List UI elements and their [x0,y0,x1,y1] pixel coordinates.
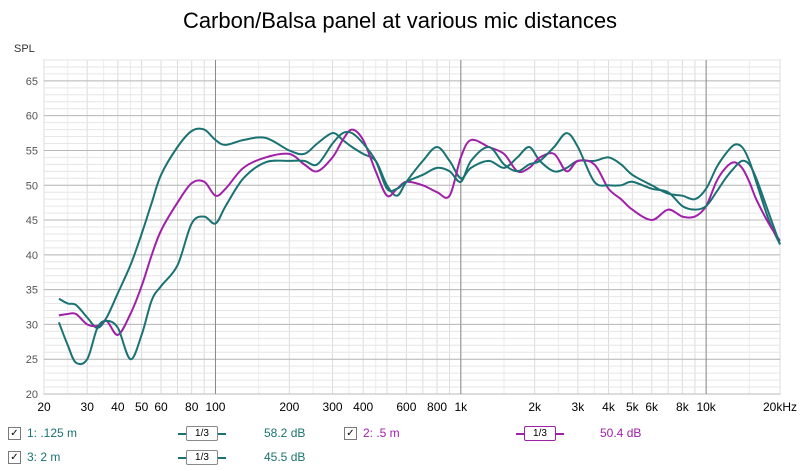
x-tick-label: 600 [396,400,416,414]
y-tick-label: 20 [26,389,38,401]
x-tick-label: 3k [572,400,586,414]
x-tick-label: 60 [154,400,168,414]
y-tick-label: 60 [26,111,38,123]
x-tick-label: 200 [279,400,299,414]
smoothing-button-2[interactable]: 1/3 [524,426,556,441]
legend-line-stub-3a [178,457,186,459]
x-tick-label: 4k [602,400,616,414]
x-tick-label: 1k [454,400,468,414]
x-tick-label: 5k [626,400,640,414]
x-tick-label: 100 [205,400,225,414]
legend-line-stub-2a [516,433,524,435]
legend-checkbox-3[interactable]: ✓ [8,451,21,464]
series-lines [57,127,781,366]
x-tick-label: 20kHz [763,400,797,414]
legend-checkbox-2[interactable]: ✓ [344,427,357,440]
legend-value-1: 58.2 dB [264,426,306,440]
legend-checkbox-1[interactable]: ✓ [8,427,21,440]
y-tick-label: 30 [26,319,38,331]
x-tick-label: 10k [696,400,716,414]
y-axis-label: SPL [14,43,35,55]
y-tick-label: 55 [26,145,38,157]
series-line-3 [57,130,781,366]
legend-line-stub-2b [556,433,564,435]
legend-item-1: ✓ 1: .125 m 1/3 58.2 dB [6,426,386,442]
x-tick-label: 8k [676,400,690,414]
y-tick-labels: 20 25 30 35 40 45 50 55 60 65 [26,76,38,401]
legend-item-2: ✓ 2: .5 m 1/3 50.4 dB [342,426,662,442]
y-tick-label: 65 [26,76,38,88]
x-tick-label: 300 [323,400,343,414]
smoothing-button-3[interactable]: 1/3 [186,450,218,465]
series-line-1 [58,127,781,329]
y-tick-label: 25 [26,354,38,366]
series-line-2 [58,128,781,336]
chart-title: Carbon/Balsa panel at various mic distan… [182,8,618,33]
legend-item-3: ✓ 3: 2 m 1/3 45.5 dB [6,450,386,466]
x-tick-label: 30 [81,400,95,414]
legend-label-3: 3: 2 m [27,450,61,464]
legend-label-1: 1: .125 m [27,426,78,440]
y-tick-label: 45 [26,215,38,227]
x-tick-label: 6k [645,400,659,414]
legend-line-stub-1a [178,433,186,435]
major-gridlines [44,60,780,395]
y-tick-label: 35 [26,285,38,297]
x-tick-label: 40 [111,400,125,414]
y-tick-label: 50 [26,180,38,192]
legend-line-stub-1b [218,433,226,435]
x-tick-label: 80 [185,400,199,414]
x-tick-label: 2k [528,400,542,414]
y-tick-label: 40 [26,250,38,262]
legend-value-2: 50.4 dB [600,426,642,440]
legend-label-2: 2: .5 m [363,426,400,440]
legend-line-stub-3b [218,457,226,459]
x-tick-label: 800 [427,400,447,414]
x-tick-label: 400 [353,400,373,414]
x-tick-labels: 20 30 40 50 60 80 100 200 300 400 600 800 1k 2k 3k 4k 5k… [37,400,797,414]
x-tick-label: 50 [135,400,149,414]
x-tick-label: 20 [37,400,51,414]
smoothing-button-1[interactable]: 1/3 [186,426,218,441]
legend-value-3: 45.5 dB [264,450,306,464]
